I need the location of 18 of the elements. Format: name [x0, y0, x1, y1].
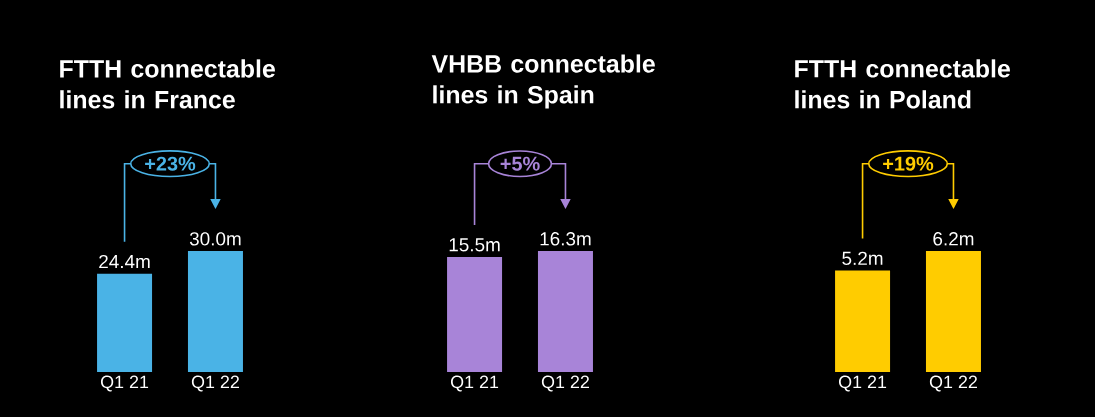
- text: +23%: [145, 156, 196, 171]
- x-tick-label: Q1 22: [929, 375, 977, 392]
- data-label: 5.2m: [842, 251, 883, 266]
- data-label: 16.3m: [540, 232, 591, 246]
- x-tick-label: Q1 21: [838, 375, 887, 392]
- chart-title: FTTH connectable lines in France: [60, 59, 275, 109]
- text: +5%: [500, 156, 540, 171]
- x-tick-label: Q1 22: [191, 375, 239, 392]
- data-label: 6.2m: [933, 232, 974, 246]
- x-tick-label: Q1 22: [541, 375, 589, 392]
- data-label: 24.4m: [99, 254, 150, 269]
- text: +19%: [883, 156, 934, 171]
- chart-title: FTTH connectable lines in Poland: [795, 59, 1010, 109]
- chart-title: VHBB connectable lines in Spain: [431, 54, 655, 109]
- data-label: 15.5m: [449, 238, 500, 252]
- x-tick-label: Q1 21: [450, 375, 499, 392]
- x-tick-label: Q1 21: [100, 375, 149, 392]
- data-label: 30.0m: [189, 232, 241, 246]
